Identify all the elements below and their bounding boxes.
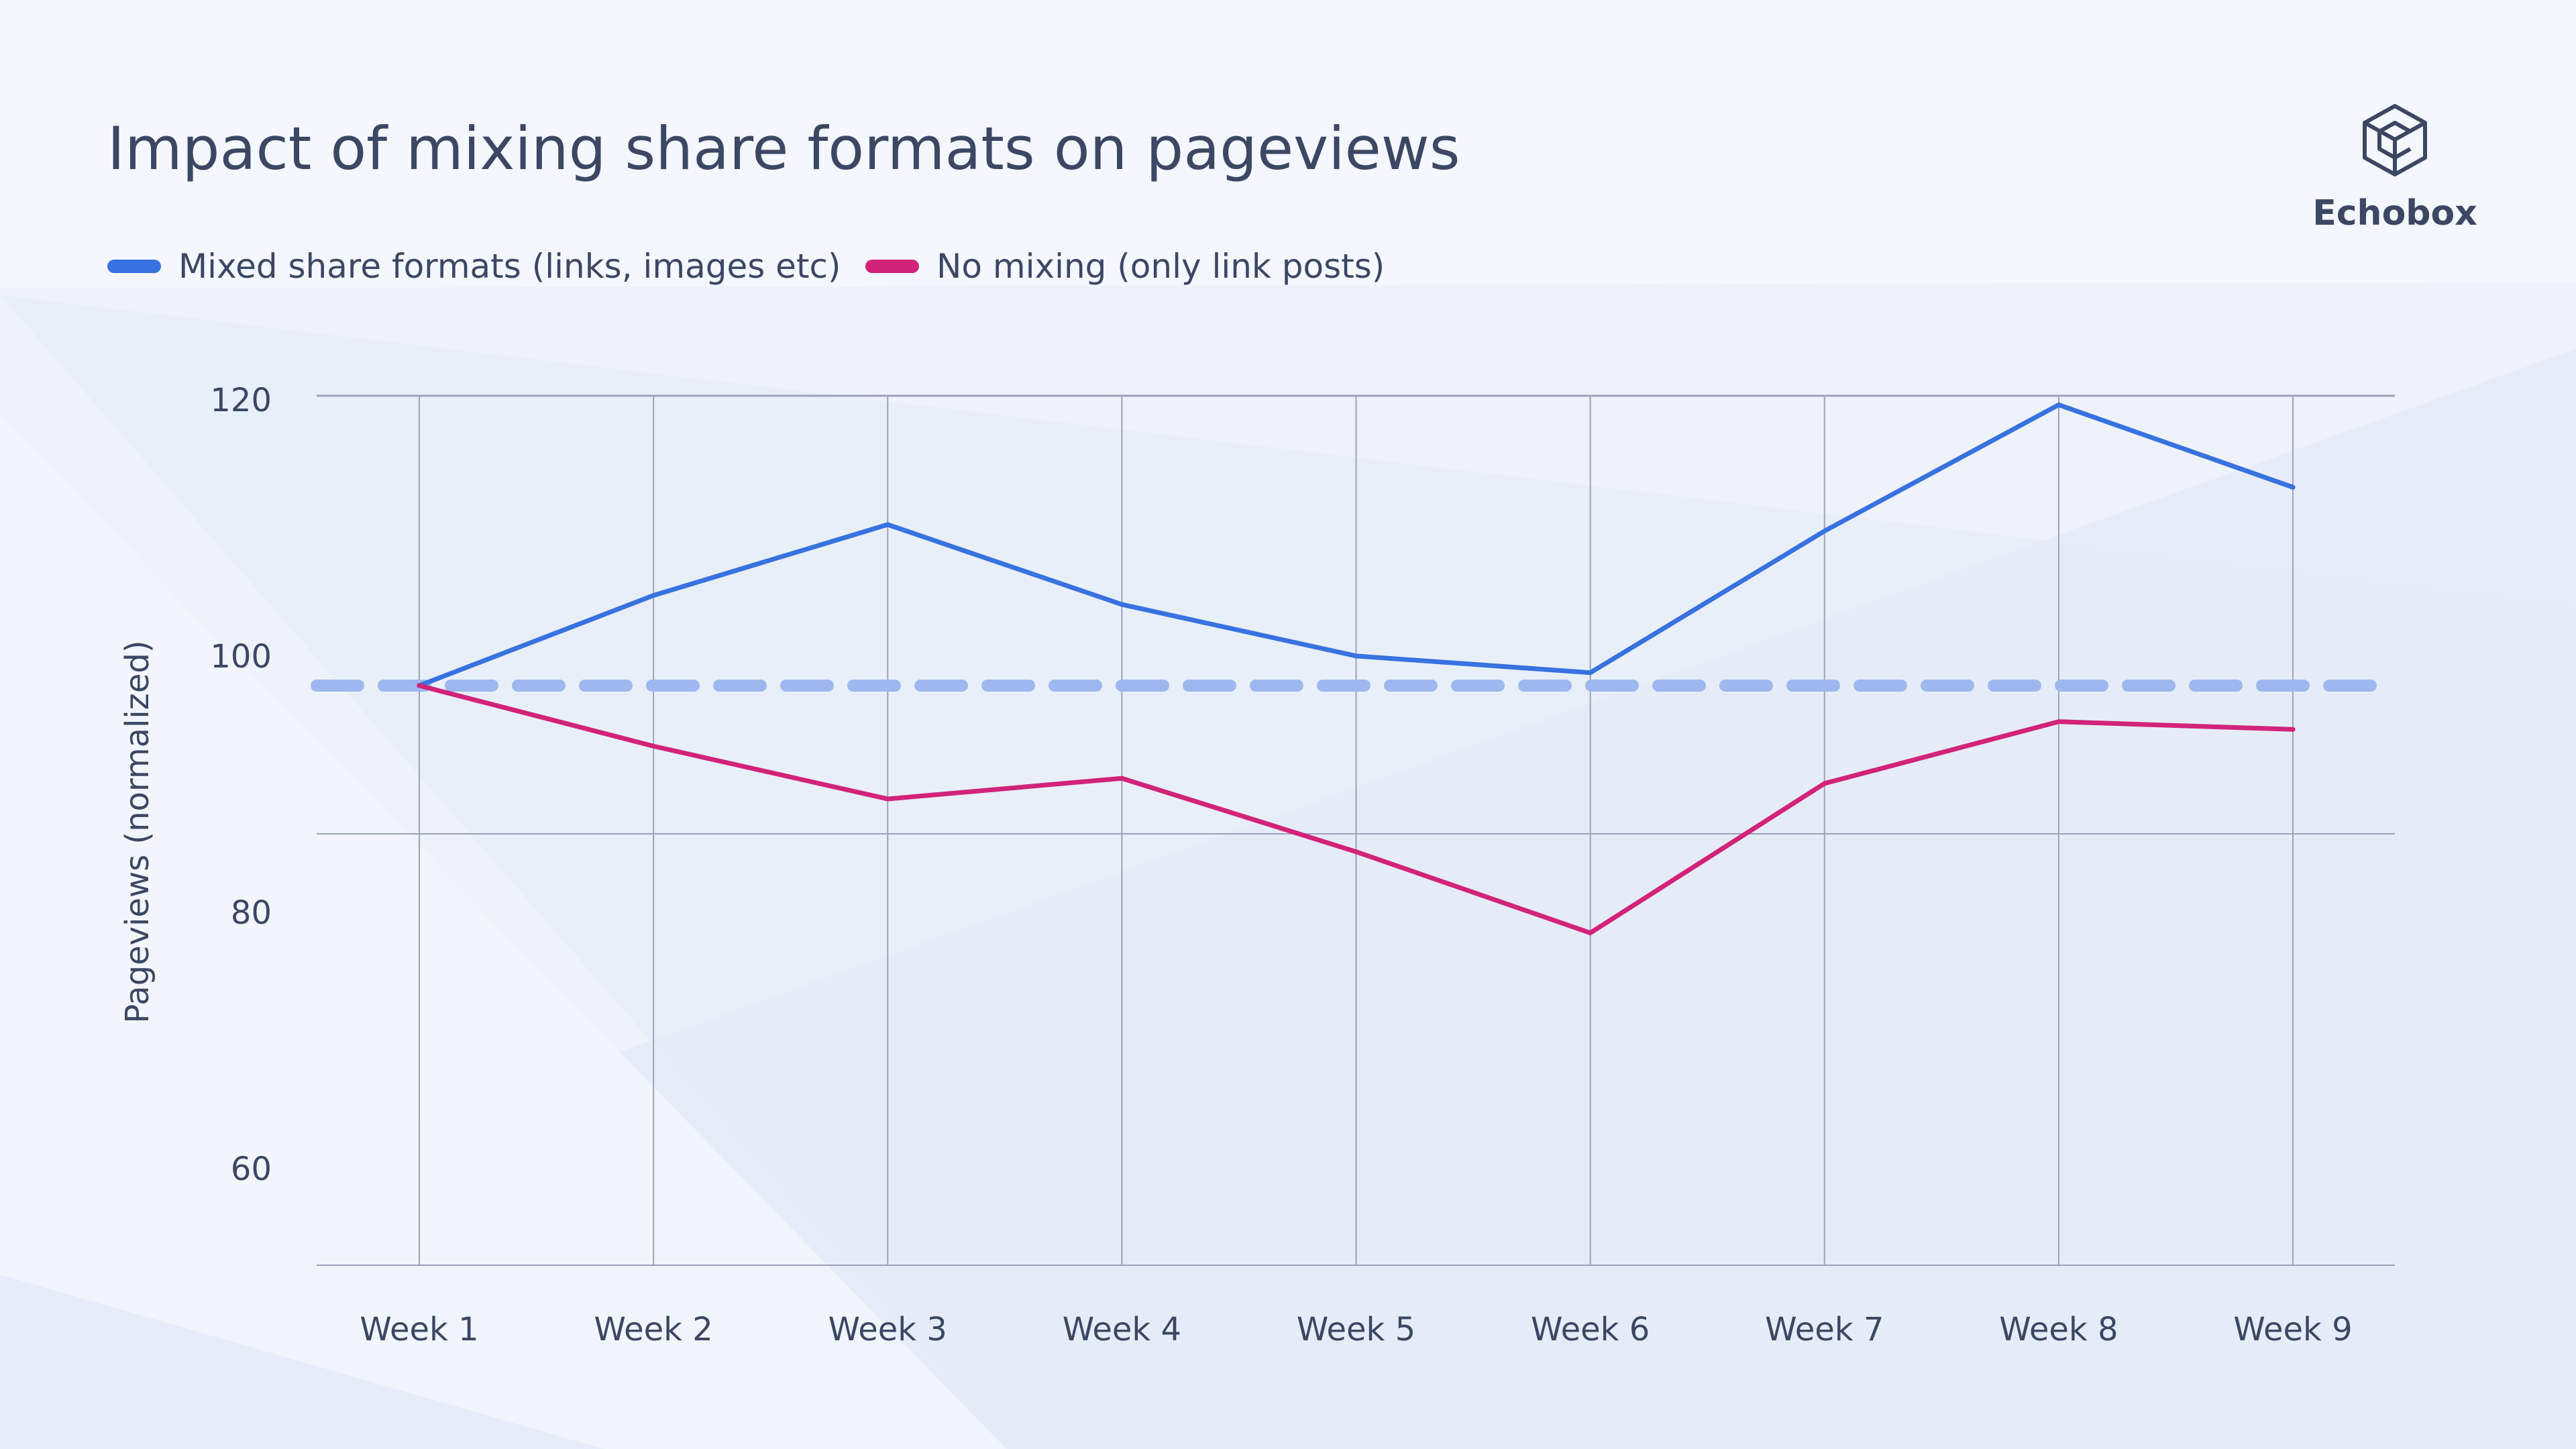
data-point	[2290, 727, 2296, 732]
legend-swatch-no-mixing	[865, 260, 919, 273]
y-tick-label: 120	[210, 382, 272, 419]
data-point	[651, 743, 656, 749]
data-point	[1822, 529, 1827, 534]
legend-label-mixed: Mixed share formats (links, images etc)	[178, 247, 841, 286]
data-point	[885, 522, 890, 527]
chart-title: Impact of mixing share formats on pagevi…	[107, 114, 1460, 183]
x-tick-label: Week 8	[1999, 1311, 2118, 1348]
y-tick-labels: 120 100 80 60	[210, 382, 272, 1188]
grid	[317, 394, 2395, 1266]
data-point	[1119, 775, 1124, 781]
data-point	[2290, 484, 2296, 490]
y-tick-label: 80	[231, 894, 272, 932]
y-tick-label: 100	[210, 638, 272, 676]
x-tick-label: Week 1	[360, 1311, 478, 1348]
x-tick-label: Week 7	[1765, 1311, 1884, 1348]
x-tick-label: Week 5	[1297, 1311, 1415, 1348]
x-tick-label: Week 4	[1063, 1311, 1181, 1348]
x-tick-labels: Week 1 Week 2 Week 3 Week 4 Week 5 Week 6 Week…	[360, 1311, 2352, 1348]
data-point	[417, 683, 422, 688]
series-layer	[417, 402, 2296, 936]
echobox-cube-logo-icon	[2363, 104, 2427, 176]
brand-name: Echobox	[2312, 193, 2477, 233]
x-tick-label: Week 2	[594, 1311, 712, 1348]
legend-swatch-mixed	[107, 260, 161, 273]
legend-label-no-mixing: No mixing (only link posts)	[936, 247, 1385, 286]
data-point	[1354, 849, 1358, 855]
legend-item-no-mixing: No mixing (only link posts)	[865, 243, 1385, 290]
echobox-logo: Echobox	[2308, 101, 2482, 233]
x-tick-label: Week 3	[828, 1311, 947, 1348]
data-point	[2056, 402, 2061, 407]
data-point	[885, 796, 890, 802]
data-point	[651, 593, 656, 598]
data-point	[1588, 930, 1593, 936]
data-point	[1119, 602, 1124, 607]
x-tick-label: Week 9	[2233, 1311, 2352, 1348]
y-tick-label: 60	[231, 1150, 272, 1188]
data-point	[1822, 781, 1827, 786]
data-point	[1588, 670, 1593, 676]
x-tick-label: Week 6	[1531, 1311, 1650, 1348]
legend-item-mixed: Mixed share formats (links, images etc)	[107, 243, 841, 290]
data-point	[2056, 719, 2061, 724]
data-point	[1354, 653, 1358, 659]
